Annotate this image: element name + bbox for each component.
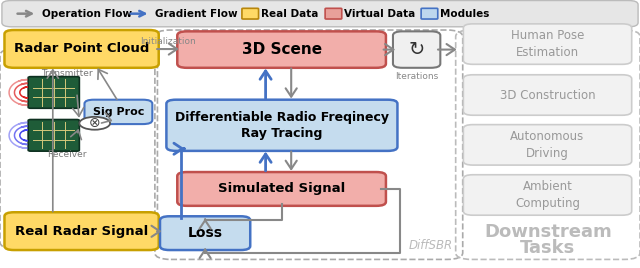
FancyBboxPatch shape [421, 8, 438, 19]
Text: Initialization: Initialization [140, 36, 196, 46]
Text: Radar Point Cloud: Radar Point Cloud [14, 42, 149, 55]
Text: Transmitter: Transmitter [41, 69, 92, 78]
FancyBboxPatch shape [28, 120, 79, 151]
FancyBboxPatch shape [177, 31, 386, 68]
Text: Human Pose
Estimation: Human Pose Estimation [511, 29, 584, 59]
Text: Gradient Flow: Gradient Flow [155, 9, 237, 19]
FancyBboxPatch shape [463, 75, 632, 115]
Text: Virtual Data: Virtual Data [344, 9, 415, 19]
Text: ↻: ↻ [408, 40, 425, 59]
Text: Ambient
Computing: Ambient Computing [515, 180, 580, 210]
FancyBboxPatch shape [2, 1, 638, 27]
FancyBboxPatch shape [325, 8, 342, 19]
FancyBboxPatch shape [84, 100, 152, 124]
Circle shape [79, 117, 110, 130]
Text: Downstream: Downstream [484, 223, 612, 241]
Text: Autonomous
Driving: Autonomous Driving [510, 130, 585, 160]
Text: ⊗: ⊗ [89, 116, 100, 130]
Text: Differentiable Radio Freqinecy
Ray Tracing: Differentiable Radio Freqinecy Ray Traci… [175, 110, 389, 140]
Text: Receiver: Receiver [47, 150, 86, 159]
FancyBboxPatch shape [4, 30, 159, 68]
FancyBboxPatch shape [242, 8, 259, 19]
Text: 3D Construction: 3D Construction [500, 88, 595, 102]
Text: Real Radar Signal: Real Radar Signal [15, 225, 148, 238]
FancyBboxPatch shape [166, 100, 397, 151]
Text: Operation Flow: Operation Flow [42, 9, 132, 19]
Text: 3D Scene: 3D Scene [241, 42, 322, 57]
Text: DiffSBR: DiffSBR [408, 239, 452, 252]
Text: Real Data: Real Data [261, 9, 319, 19]
FancyBboxPatch shape [393, 31, 440, 68]
FancyBboxPatch shape [177, 172, 386, 206]
Text: Modules: Modules [440, 9, 490, 19]
FancyBboxPatch shape [463, 175, 632, 215]
FancyBboxPatch shape [463, 125, 632, 165]
Text: Radar: Radar [92, 211, 143, 226]
FancyBboxPatch shape [463, 24, 632, 64]
Text: Loss: Loss [188, 226, 223, 240]
Text: Iterations: Iterations [395, 72, 438, 81]
Text: Simulated Signal: Simulated Signal [218, 183, 345, 195]
FancyBboxPatch shape [4, 212, 159, 250]
Text: Tasks: Tasks [520, 239, 575, 257]
Text: Sig Proc: Sig Proc [93, 107, 144, 117]
FancyBboxPatch shape [160, 216, 250, 250]
FancyBboxPatch shape [28, 77, 79, 108]
